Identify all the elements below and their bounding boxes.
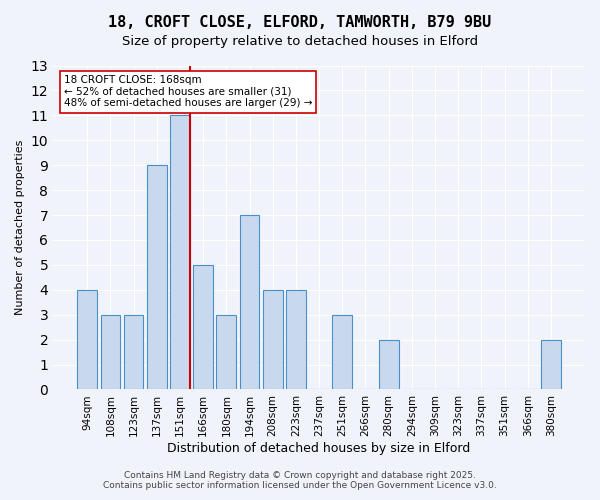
Bar — [77, 290, 97, 390]
Bar — [379, 340, 398, 390]
Bar — [170, 116, 190, 390]
X-axis label: Distribution of detached houses by size in Elford: Distribution of detached houses by size … — [167, 442, 471, 455]
Bar — [541, 340, 561, 390]
Bar — [239, 215, 259, 390]
Bar — [286, 290, 306, 390]
Bar — [263, 290, 283, 390]
Bar — [332, 314, 352, 390]
Text: Size of property relative to detached houses in Elford: Size of property relative to detached ho… — [122, 35, 478, 48]
Text: 18, CROFT CLOSE, ELFORD, TAMWORTH, B79 9BU: 18, CROFT CLOSE, ELFORD, TAMWORTH, B79 9… — [109, 15, 491, 30]
Y-axis label: Number of detached properties: Number of detached properties — [15, 140, 25, 315]
Text: Contains HM Land Registry data © Crown copyright and database right 2025.
Contai: Contains HM Land Registry data © Crown c… — [103, 470, 497, 490]
Bar — [217, 314, 236, 390]
Text: 18 CROFT CLOSE: 168sqm
← 52% of detached houses are smaller (31)
48% of semi-det: 18 CROFT CLOSE: 168sqm ← 52% of detached… — [64, 75, 313, 108]
Bar — [147, 165, 167, 390]
Bar — [193, 265, 213, 390]
Bar — [124, 314, 143, 390]
Bar — [101, 314, 120, 390]
